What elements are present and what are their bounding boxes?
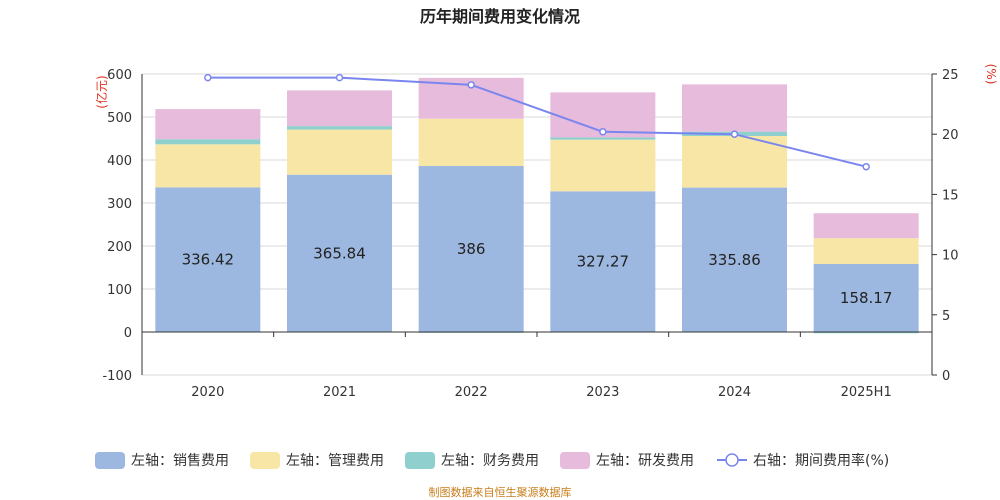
y-left-tick-label: 400	[107, 154, 132, 169]
y-left-tick-label: 100	[107, 283, 132, 298]
line-point-rate	[730, 130, 739, 138]
data-label-sales: 335.86	[708, 251, 761, 269]
y-right-tick-label: 25	[942, 68, 959, 83]
bar-sales	[682, 187, 787, 332]
bar-admin	[418, 118, 524, 167]
bar-admin	[155, 144, 261, 188]
y-right-tick-label: 10	[942, 249, 959, 264]
bar-finance	[287, 126, 392, 130]
bar-admin	[287, 129, 392, 175]
line-point-rate	[204, 73, 212, 82]
legend-swatch-admin	[250, 452, 280, 469]
legend-label-admin[interactable]: 左轴：管理费用	[286, 453, 384, 469]
bar-sales	[287, 174, 392, 332]
x-tick-label: 2022	[455, 385, 488, 400]
y-left-tick-label: 300	[107, 197, 132, 212]
left-axis-unit: (亿元)	[94, 75, 109, 108]
y-left-tick-label: -100	[102, 369, 132, 384]
y-left-tick-label: 500	[107, 111, 132, 126]
y-left-tick-label: 600	[107, 68, 132, 83]
y-right-tick-label: 5	[942, 309, 950, 324]
bar-sales	[155, 187, 261, 332]
x-tick-label: 2021	[323, 385, 356, 400]
bar-rnd	[155, 109, 261, 140]
line-point-rate	[599, 128, 607, 136]
legend-swatch-finance	[405, 452, 435, 469]
bar-admin	[682, 135, 787, 188]
data-label-sales: 327.27	[577, 253, 630, 271]
y-right-tick-label: 20	[942, 128, 959, 143]
bar-rnd	[682, 84, 787, 132]
data-label-sales: 365.84	[313, 244, 366, 262]
line-point-rate	[467, 81, 475, 89]
y-right-tick-label: 0	[942, 369, 950, 384]
x-tick-label: 2025H1	[841, 385, 892, 400]
x-tick-label: 2024	[718, 385, 751, 400]
bar-finance	[550, 137, 656, 140]
data-label-sales: 158.17	[840, 289, 893, 307]
bar-admin	[550, 139, 656, 192]
bar-sales	[813, 263, 919, 332]
bar-finance	[155, 139, 261, 145]
legend-swatch-marker	[725, 453, 739, 467]
legend-label-rnd[interactable]: 左轴：研发费用	[596, 453, 694, 469]
legend-label-finance[interactable]: 左轴：财务费用	[441, 453, 539, 469]
bar-rnd	[813, 213, 919, 239]
bar-rnd	[287, 90, 392, 127]
bar-finance	[813, 332, 919, 334]
line-point-rate	[335, 73, 344, 82]
line-rate	[207, 76, 867, 168]
data-label-sales: 336.42	[182, 251, 235, 269]
source-note: 制图数据来自恒生聚源数据库	[429, 485, 572, 499]
legend-swatch-rnd	[560, 452, 590, 469]
chart-title: 历年期间费用变化情况	[420, 7, 580, 26]
bar-sales	[418, 166, 524, 332]
y-left-tick-label: 0	[124, 326, 132, 341]
legend-swatch-sales	[95, 452, 125, 469]
x-tick-label: 2023	[586, 385, 619, 400]
data-label-sales: 386	[457, 240, 486, 258]
x-tick-label: 2020	[191, 385, 224, 400]
legend-label-rate[interactable]: 右轴：期间费用率(%)	[753, 452, 889, 469]
right-axis-unit: (%)	[984, 64, 998, 85]
bar-sales	[550, 191, 656, 332]
line-point-rate	[862, 162, 870, 171]
y-right-tick-label: 15	[942, 188, 959, 203]
legend-label-sales[interactable]: 左轴：销售费用	[131, 453, 229, 469]
y-left-tick-label: 200	[107, 240, 132, 255]
bar-admin	[813, 238, 919, 264]
